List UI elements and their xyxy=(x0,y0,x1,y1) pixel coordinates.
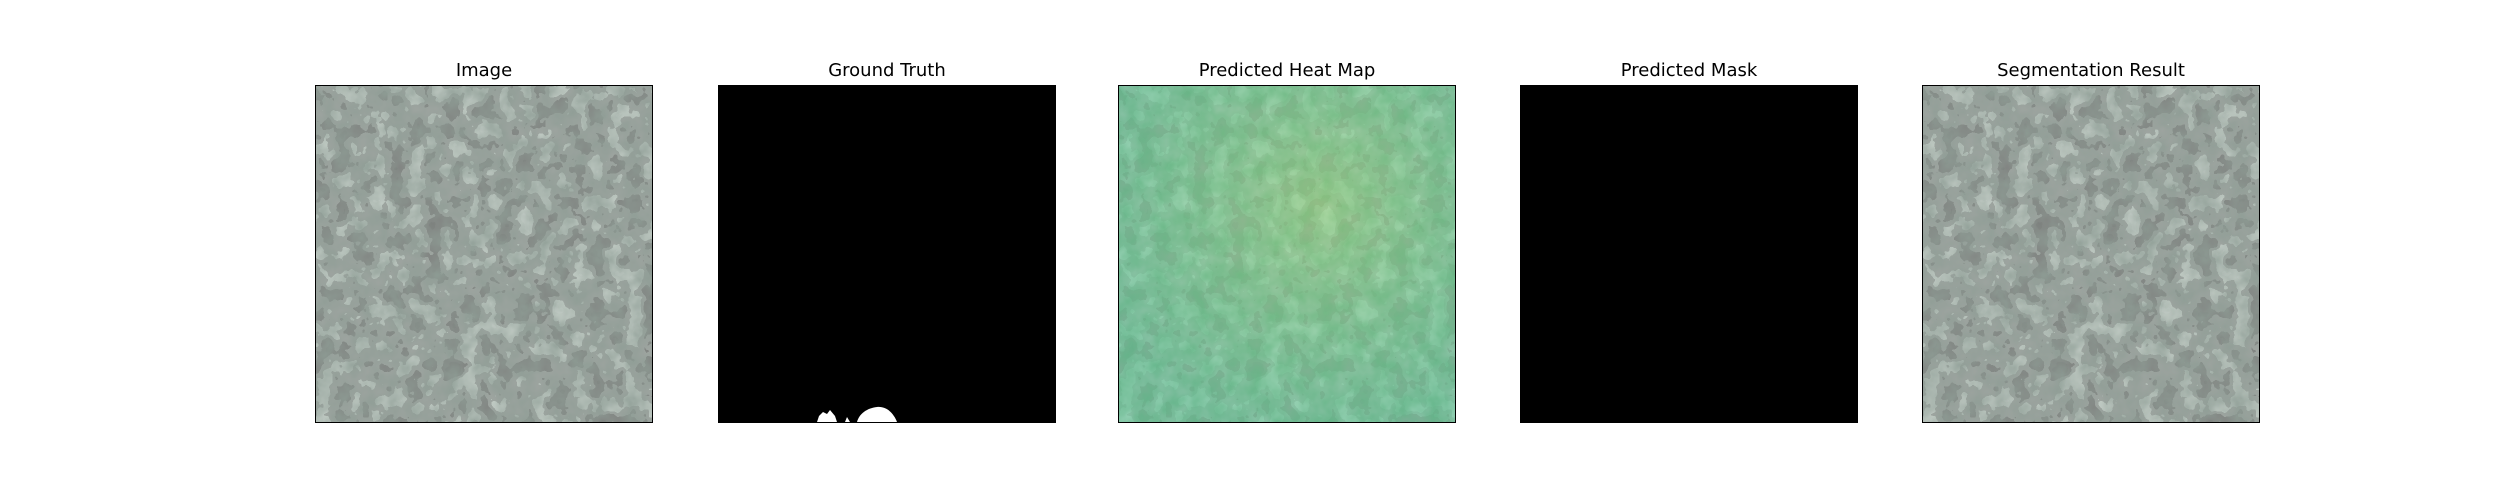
panel-title: Predicted Mask xyxy=(1620,60,1758,81)
panel-title: Ground Truth xyxy=(828,60,946,81)
mask-image xyxy=(719,86,1055,422)
panel-segmentation-result: Segmentation Result xyxy=(1922,0,2260,500)
panel-ground-truth: Ground Truth xyxy=(718,0,1056,500)
panel-predicted-mask: Predicted Mask xyxy=(1520,0,1858,500)
image-view xyxy=(315,85,653,423)
ground-truth-mask xyxy=(718,85,1056,423)
texture-image xyxy=(1923,86,2259,422)
mask-blob xyxy=(817,410,837,422)
texture-image xyxy=(316,86,652,422)
mask-blob xyxy=(845,417,850,422)
heat-map-image xyxy=(1119,86,1455,422)
panel-image: Image xyxy=(315,0,653,500)
panel-title: Segmentation Result xyxy=(1997,60,2185,81)
segmentation-view xyxy=(1922,85,2260,423)
heat-map-view xyxy=(1118,85,1456,423)
panel-title: Image xyxy=(455,60,513,81)
panel-title: Predicted Heat Map xyxy=(1198,60,1376,81)
predicted-mask-view xyxy=(1520,85,1858,423)
mask-image xyxy=(1521,86,1857,422)
mask-blob xyxy=(857,406,897,422)
panel-predicted-heat-map: Predicted Heat Map xyxy=(1118,0,1456,500)
